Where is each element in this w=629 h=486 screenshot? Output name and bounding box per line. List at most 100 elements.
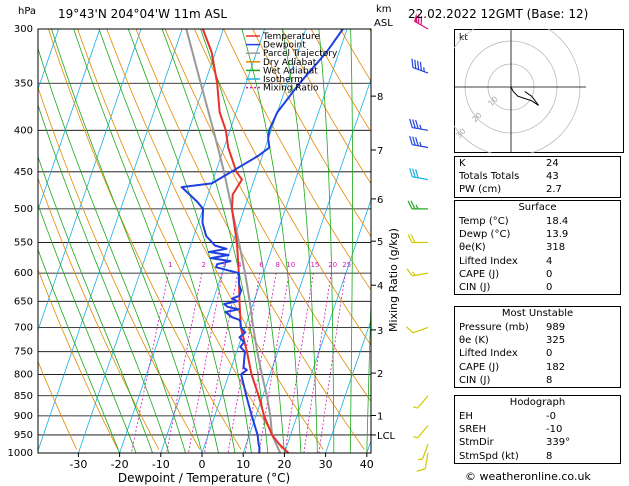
row-value: 989 <box>546 322 566 333</box>
isotherm-line <box>38 29 101 211</box>
wind-barb-full <box>412 136 416 146</box>
pressure-tick-label: 500 <box>14 204 33 215</box>
row-value: 13.9 <box>546 229 569 241</box>
row-label: CAPE (J) <box>459 361 500 373</box>
mixing-ratio-label: 6 <box>259 261 264 269</box>
wind-barb-full <box>409 135 413 145</box>
row-label: Temp (°C) <box>459 216 509 227</box>
row-value: 18.4 <box>546 216 569 227</box>
table-row: SREH -10 <box>455 423 620 436</box>
row-value: 2.7 <box>546 184 562 196</box>
table-row: θe(K) 318 <box>455 241 620 254</box>
mixing-ratio-line <box>166 273 203 453</box>
row-label: StmSpd (kt) <box>459 450 519 462</box>
row-value: 339° <box>546 437 571 449</box>
dry-adiabat-line <box>135 29 365 450</box>
wet-adiabat-line <box>127 29 252 453</box>
pressure-tick-label: 800 <box>14 369 33 380</box>
row-value: 4 <box>546 255 553 267</box>
wind-barb-staff <box>417 425 429 439</box>
wind-barb <box>413 395 429 409</box>
dry-adiabat-line <box>47 29 242 450</box>
wind-barb <box>413 13 429 30</box>
wind-barb <box>407 200 428 210</box>
legend-entry: Wet Adiabat <box>263 66 318 76</box>
row-label: StmDir <box>459 437 494 449</box>
wet-adiabat-line <box>281 29 318 453</box>
table-row: EH -0 <box>455 410 620 423</box>
table-row: CAPE (J) 182 <box>455 361 620 374</box>
dry-adiabat-line <box>252 29 371 238</box>
km-tick-label: 6 <box>377 195 383 206</box>
wind-barb-full <box>410 200 416 210</box>
wind-barb-staff <box>424 452 429 469</box>
wind-barb-full <box>407 200 413 210</box>
most-unstable-title: Most Unstable <box>501 308 574 319</box>
wind-barb-half <box>415 204 419 210</box>
isotherm-line <box>38 29 142 332</box>
dry-adiabat-line <box>38 268 119 450</box>
mixing-ratio-label: 8 <box>276 261 280 269</box>
hodograph-title: Hodograph <box>509 397 566 408</box>
hodograph-table: Hodograph EH -0 SREH -10 StmDir 339° StmSpd (k… <box>454 395 621 464</box>
wind-barb-staff <box>421 443 429 460</box>
pressure-tick-label: 450 <box>14 167 33 178</box>
wet-adiabat-line <box>73 29 219 453</box>
isotherm-line <box>201 29 348 453</box>
legend-entry: Mixing Ratio <box>263 84 319 94</box>
km-tick-label: LCL <box>377 431 396 442</box>
wind-barb-full <box>412 168 416 178</box>
wind-barb-half <box>413 436 418 439</box>
pressure-tick-label: 650 <box>14 296 33 307</box>
row-value: 0 <box>546 348 553 360</box>
hpa-label: hPa <box>18 6 36 17</box>
row-label: SREH <box>459 424 487 436</box>
km-tick-label: 1 <box>377 412 383 423</box>
table-row: K 24 <box>455 157 620 170</box>
wind-barb <box>418 443 429 461</box>
row-label: CIN (J) <box>459 281 491 293</box>
x-tick-label: -30 <box>69 458 87 471</box>
indices-table: K 24 Totals Totals 43 PW (cm) 2.7 <box>454 156 621 198</box>
wind-barb-full <box>419 61 423 71</box>
isotherm-line <box>160 29 307 453</box>
table-row: θe (K) 325 <box>455 334 620 347</box>
legend-entry: Parcel Trajectory <box>263 49 338 59</box>
x-axis-label: Dewpoint / Temperature (°C) <box>118 471 290 485</box>
hodograph-trace <box>510 86 539 106</box>
row-value: -0 <box>546 411 556 422</box>
wind-barb-full <box>416 468 426 472</box>
row-label: CIN (J) <box>459 374 491 386</box>
km-tick-label: 3 <box>377 326 383 337</box>
mixing-ratio-label: 15 <box>310 261 319 269</box>
row-label: Pressure (mb) <box>459 322 529 333</box>
hodograph-unit: kt <box>459 33 468 43</box>
table-row: Lifted Index 0 <box>455 347 620 360</box>
pressure-tick-label: 900 <box>14 411 33 422</box>
isotherm-line <box>38 29 183 452</box>
mixing-ratio-line <box>188 273 223 453</box>
wind-barb-full <box>409 168 413 177</box>
table-row: Temp (°C) 18.4 <box>455 215 620 228</box>
asl-label: ASL <box>374 18 393 29</box>
row-value: 182 <box>546 361 566 373</box>
table-row: Dewp (°C) 13.9 <box>455 228 620 241</box>
dry-adiabat-line <box>38 86 201 450</box>
wind-barb-full <box>406 326 414 334</box>
table-row: PW (cm) 2.7 <box>455 183 620 196</box>
isotherm-line <box>119 29 265 453</box>
wet-adiabat-line <box>51 29 203 453</box>
pressure-tick-label: 300 <box>14 24 33 35</box>
km-tick-label: 2 <box>377 369 383 380</box>
footer-credit: © weatheronline.co.uk <box>465 470 591 483</box>
legend-entry: Dewpoint <box>263 41 306 51</box>
legend-entry: Dry Adiabat <box>263 58 317 68</box>
dry-adiabat-line <box>164 29 371 403</box>
mixing-ratio-line <box>258 273 290 453</box>
location-title: 19°43'N 204°04'W 11m ASL <box>58 7 227 21</box>
row-label: θe(K) <box>459 242 486 254</box>
wind-barb-half <box>418 458 423 461</box>
wind-barb <box>409 168 429 181</box>
dry-adiabat-line <box>77 29 283 450</box>
